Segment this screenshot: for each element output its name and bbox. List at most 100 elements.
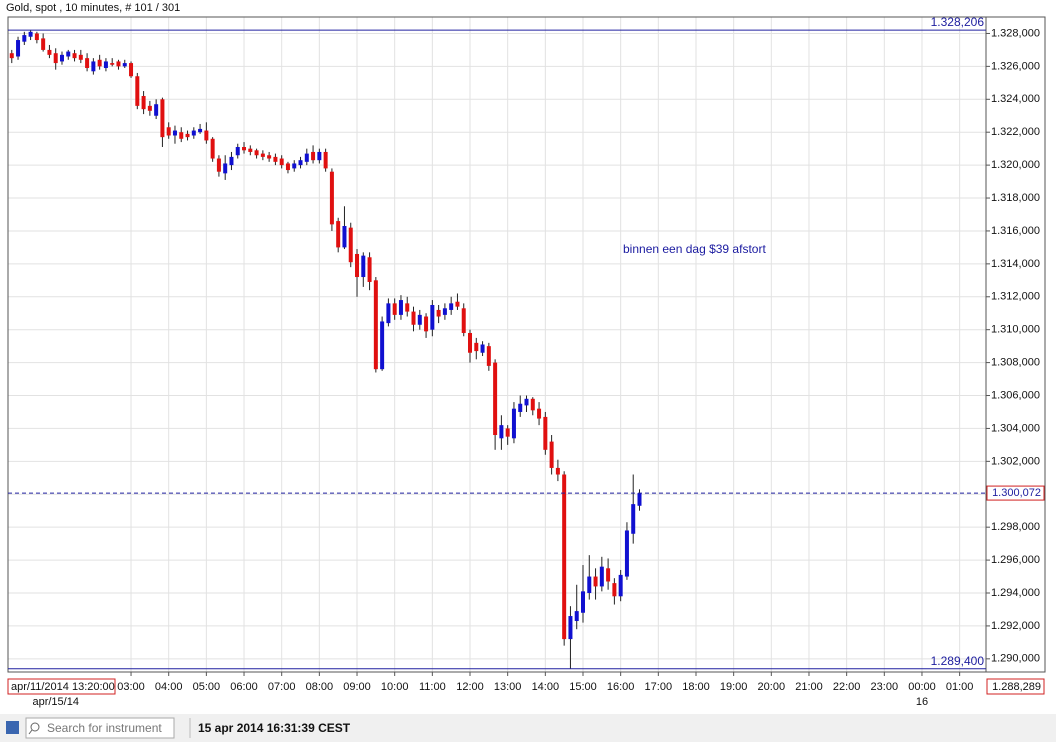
candle-body <box>172 130 177 136</box>
y-tick-label: 1.290,000 <box>991 653 1040 665</box>
x-tick-label: 14:00 <box>532 681 560 693</box>
candle-body <box>606 568 611 582</box>
y-tick-label: 1.308,000 <box>991 357 1040 369</box>
candle-body <box>361 255 366 278</box>
candle-body <box>348 227 353 263</box>
search-placeholder[interactable]: Search for instrument <box>47 721 162 735</box>
y-tick-label: 1.316,000 <box>991 225 1040 237</box>
candle-body <box>216 158 221 172</box>
y-tick-label: 1.298,000 <box>991 521 1040 533</box>
candle-body <box>580 591 585 613</box>
candle-body <box>367 257 372 282</box>
y-axis-frame <box>985 16 1046 673</box>
candle-body <box>568 616 573 640</box>
corner-value-box <box>986 678 1045 695</box>
candle-body <box>386 303 391 324</box>
candle-body <box>97 59 102 67</box>
candle-body <box>267 155 272 159</box>
y-tick-label: 1.312,000 <box>991 291 1040 303</box>
candle-body <box>66 51 71 57</box>
candle-body <box>210 138 215 159</box>
candle-body <box>449 303 454 310</box>
candle-body <box>179 132 184 139</box>
x-tick-label: 13:00 <box>494 681 522 693</box>
candle-body <box>555 467 560 475</box>
candle-body <box>59 54 64 62</box>
candle-body <box>260 153 265 157</box>
candle-body <box>486 346 491 366</box>
candle-body <box>185 133 190 138</box>
candle-body <box>543 416 548 450</box>
candle-body <box>637 493 642 506</box>
x-tick-label: 04:00 <box>155 681 183 693</box>
candle-body <box>16 40 21 57</box>
candle-body <box>373 280 378 370</box>
candle-body <box>474 342 479 352</box>
candle-body <box>292 163 297 169</box>
reference-label: 1.328,206 <box>931 15 985 29</box>
candle-body <box>631 504 636 534</box>
y-tick-label: 1.320,000 <box>991 159 1040 171</box>
candle-body <box>198 128 203 133</box>
x-tick-label: 16:00 <box>607 681 635 693</box>
candle-body <box>405 303 410 312</box>
y-tick-label: 1.328,000 <box>991 27 1040 39</box>
candle-body <box>9 53 14 59</box>
chart-title: Gold, spot , 10 minutes, # 101 / 301 <box>6 2 180 14</box>
date-label: apr/15/14 <box>32 696 78 708</box>
candle-body <box>511 408 516 439</box>
x-tick-label: 12:00 <box>456 681 484 693</box>
axes: 1.290,000 1.292,000 1.294,000 1.296,000 1.29… <box>8 15 1045 708</box>
corner-value: 1.288,289 <box>992 681 1041 693</box>
candle-body <box>323 151 328 169</box>
candle-body <box>524 398 529 406</box>
x-tick-label: 00:00 <box>908 681 936 693</box>
candle-body <box>254 150 259 156</box>
candle-body <box>304 153 309 162</box>
timestamp: 15 apr 2014 16:31:39 CEST <box>198 721 351 735</box>
candle-body <box>380 321 385 370</box>
candle-body <box>480 344 485 353</box>
y-tick-label: 1.304,000 <box>991 422 1040 434</box>
toolbar-icon[interactable] <box>6 721 19 734</box>
candle-body <box>154 104 159 116</box>
candle-body <box>34 33 39 41</box>
y-tick-label: 1.306,000 <box>991 389 1040 401</box>
candle-body <box>624 530 629 577</box>
candle-body <box>411 311 416 325</box>
search-box[interactable] <box>25 717 175 739</box>
candle-body <box>317 151 322 161</box>
candle-body <box>587 576 592 594</box>
x-tick-label: 10:00 <box>381 681 409 693</box>
candle-body <box>493 362 498 436</box>
candle-body <box>279 158 284 166</box>
candle-body <box>135 76 140 106</box>
y-tick-label: 1.294,000 <box>991 587 1040 599</box>
candle-body <box>574 611 579 621</box>
x-tick-label: 20:00 <box>758 681 786 693</box>
x-tick-label: 06:00 <box>230 681 258 693</box>
candle-body <box>91 61 96 72</box>
candle-body <box>562 474 567 640</box>
candle-body <box>129 63 134 77</box>
date-label: 16 <box>916 696 928 708</box>
candle-body <box>530 398 535 411</box>
current-value-label: 1.300,072 <box>992 487 1041 499</box>
start-label-box <box>7 678 116 695</box>
toolbar <box>0 714 1056 742</box>
y-tick-label: 1.322,000 <box>991 126 1040 138</box>
x-tick-label: 11:00 <box>419 681 446 693</box>
y-tick-label: 1.302,000 <box>991 455 1040 467</box>
x-tick-label: 23:00 <box>871 681 899 693</box>
candle-body <box>442 308 447 315</box>
annotation: binnen een dag $39 afstort <box>623 242 766 256</box>
candle-body <box>103 61 108 69</box>
x-tick-label: 18:00 <box>682 681 710 693</box>
x-tick-label: 03:00 <box>117 681 145 693</box>
candle-body <box>298 160 303 166</box>
candle-body <box>110 63 115 65</box>
candle-body <box>329 171 334 225</box>
x-tick-label: 05:00 <box>193 681 221 693</box>
candle-body <box>41 38 46 50</box>
candle-body <box>285 163 290 171</box>
